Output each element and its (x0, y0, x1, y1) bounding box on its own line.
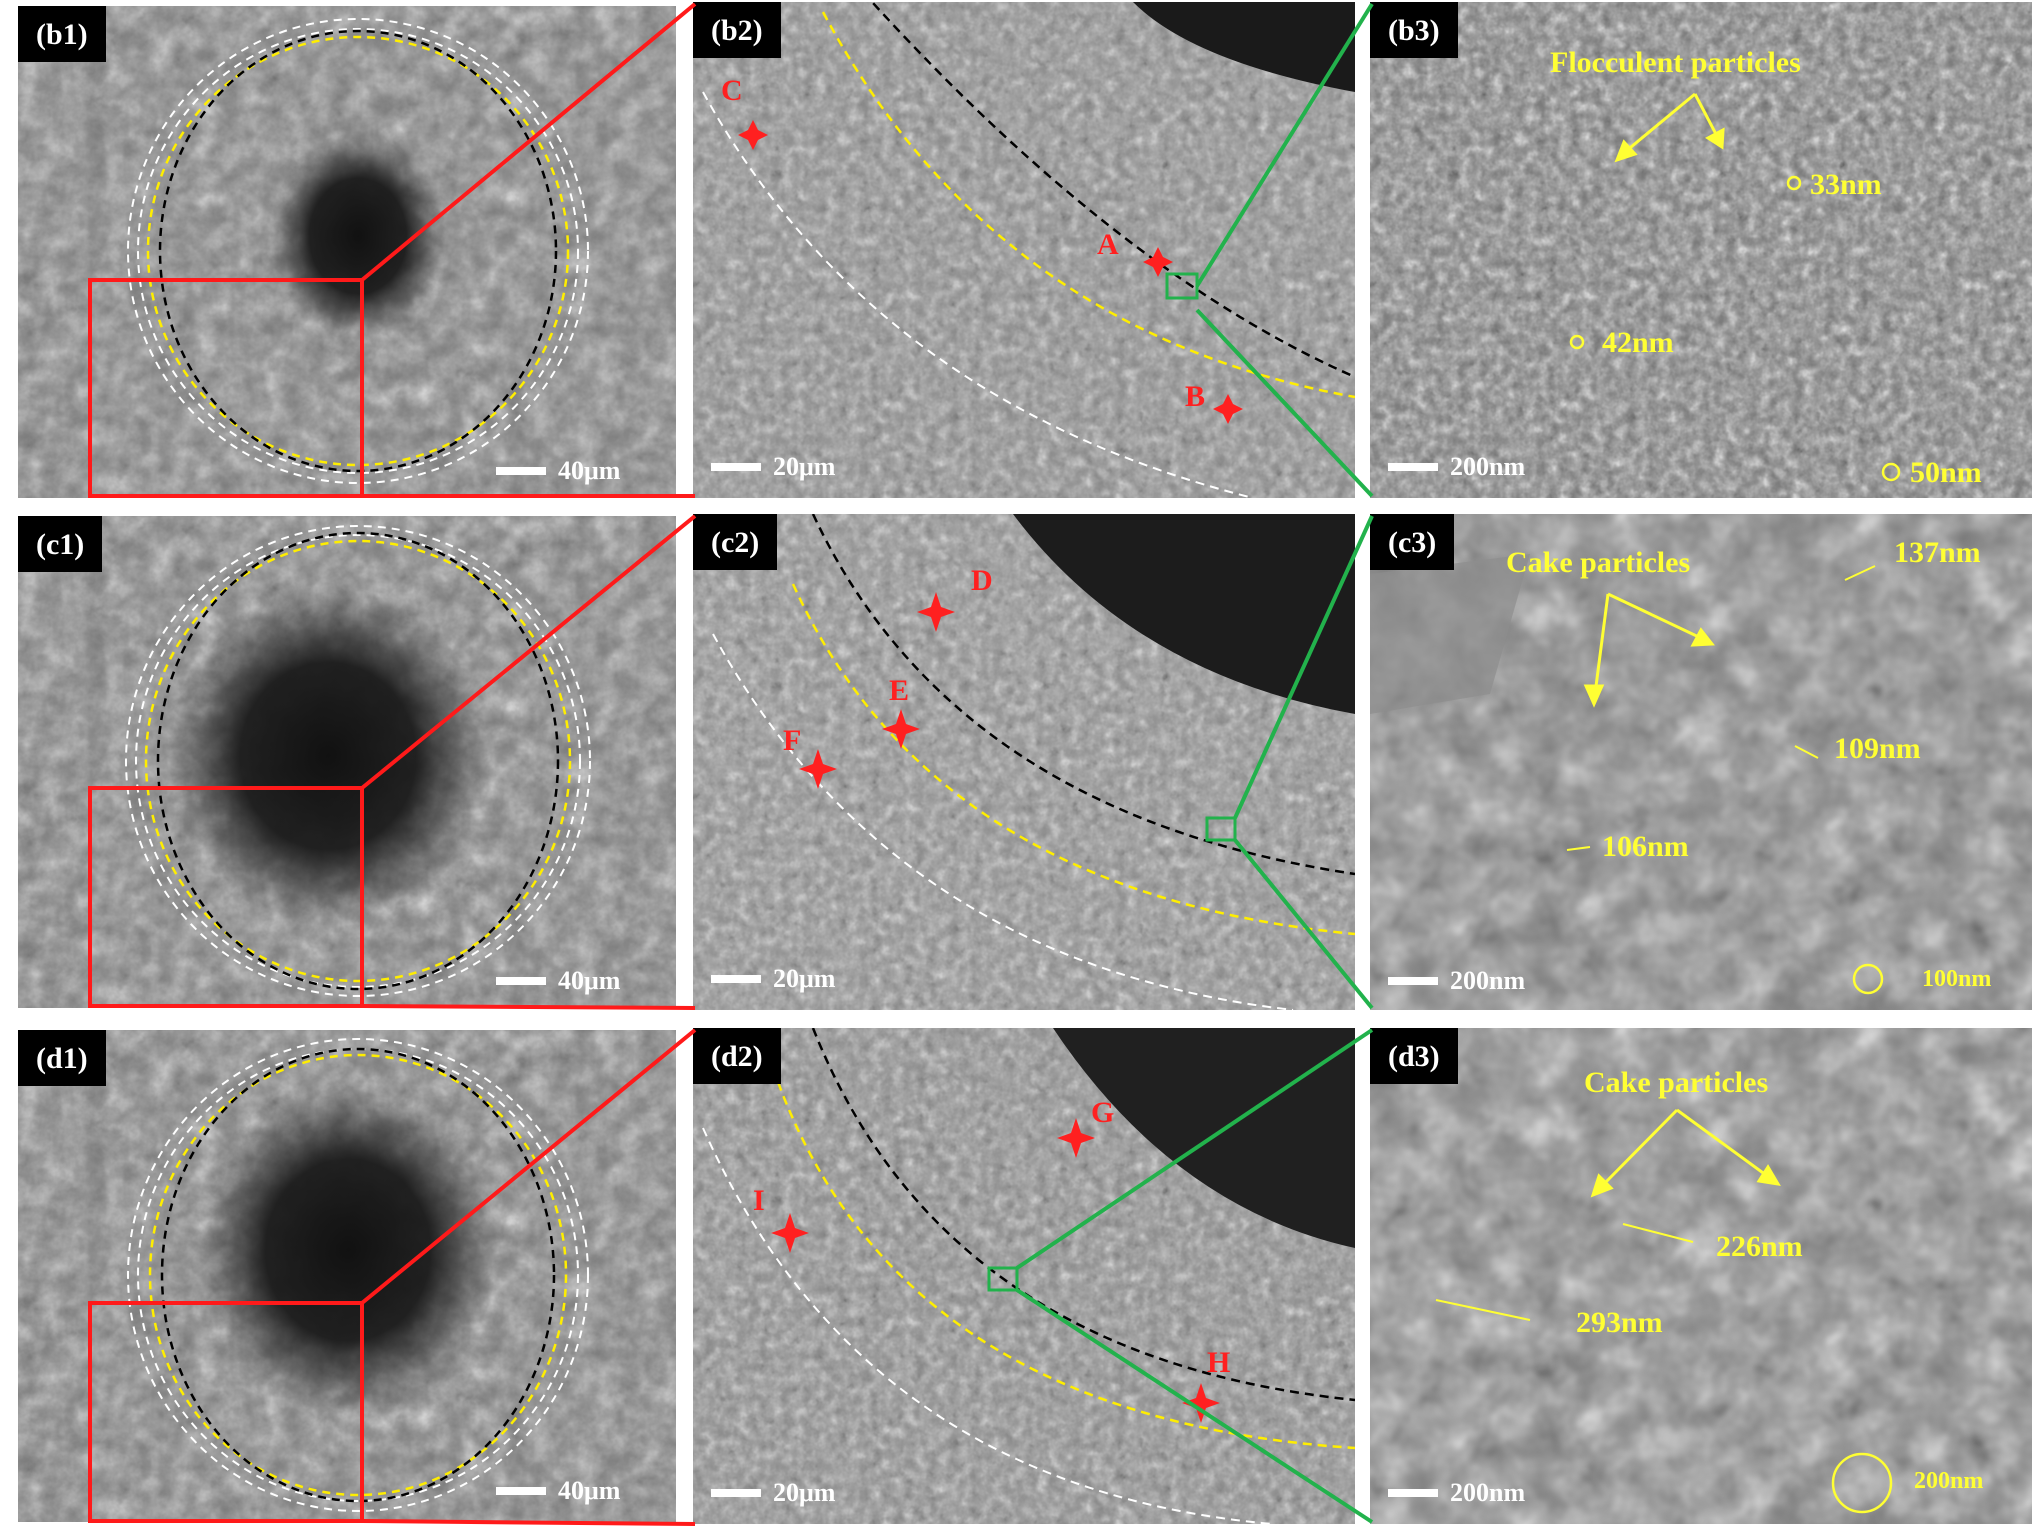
marker-label: D (971, 564, 993, 597)
sem-image-hole (18, 6, 676, 498)
scale-bar: 40μm (496, 1476, 620, 1506)
size-annotation: 226nm (1716, 1230, 1803, 1263)
sem-image-particles (1370, 1028, 2032, 1524)
scale-bar-label: 200nm (1450, 452, 1526, 481)
sem-image-particles (1370, 514, 2032, 1010)
sem-image-hole (18, 1030, 676, 1522)
panel-d2: (d2) G I H 20μm (693, 1028, 1355, 1524)
panel-label: (b2) (693, 2, 781, 58)
panel-label: (c1) (18, 516, 103, 572)
scale-bar-label: 20μm (773, 452, 836, 481)
marker-label: F (783, 724, 802, 757)
marker-label: B (1185, 380, 1206, 413)
scale-bar: 200nm (1388, 452, 1525, 482)
sem-image-hole (18, 516, 676, 1008)
reference-size: 50nm (1910, 456, 1982, 489)
reference-size: 200nm (1914, 1468, 1984, 1494)
marker-label: G (1091, 1096, 1115, 1129)
marker-label: A (1097, 228, 1119, 261)
marker-label: I (753, 1184, 765, 1217)
marker-label: E (889, 674, 910, 707)
panel-c3: (c3) Cake particles 137nm 109nm 106nm 10… (1370, 514, 2032, 1010)
panel-label: (b3) (1370, 2, 1458, 58)
panel-b3: (b3) Flocculent particles 33nm 42nm 50nm… (1370, 2, 2032, 498)
scale-bar: 40μm (496, 456, 620, 486)
sem-image-zoom (693, 514, 1355, 1010)
scale-bar: 20μm (711, 964, 835, 994)
panel-d1: (d1) 40μm (18, 1030, 676, 1522)
scale-bar-label: 40μm (558, 456, 621, 485)
scale-bar: 200nm (1388, 1478, 1525, 1508)
panel-label: (d2) (693, 1028, 781, 1084)
scale-bar-label: 20μm (773, 964, 836, 993)
panel-label: (c2) (693, 514, 778, 570)
panel-label: (b1) (18, 6, 106, 62)
size-annotation: 137nm (1894, 536, 1981, 569)
annotation-title: Cake particles (1584, 1066, 1769, 1099)
size-annotation: 109nm (1834, 732, 1921, 765)
scale-bar: 200nm (1388, 966, 1525, 996)
panel-b1: (b1) 40μm (18, 6, 676, 498)
scale-bar: 20μm (711, 452, 835, 482)
size-annotation: 33nm (1810, 168, 1882, 201)
panel-label: (c3) (1370, 514, 1455, 570)
scale-bar: 20μm (711, 1478, 835, 1508)
annotation-title: Flocculent particles (1550, 46, 1801, 79)
panel-c1: (c1) 40μm (18, 516, 676, 1008)
scale-bar-label: 200nm (1450, 966, 1526, 995)
size-annotation: 293nm (1576, 1306, 1663, 1339)
annotation-title: Cake particles (1506, 546, 1691, 579)
sem-image-particles (1370, 2, 2032, 498)
scale-bar-label: 40μm (558, 966, 621, 995)
sem-image-zoom (693, 2, 1355, 498)
panel-label: (d3) (1370, 1028, 1458, 1084)
scale-bar-label: 20μm (773, 1478, 836, 1507)
scale-bar-label: 40μm (558, 1476, 621, 1505)
reference-size: 100nm (1922, 966, 1992, 992)
marker-label: C (721, 74, 743, 107)
marker-label: H (1207, 1346, 1231, 1379)
panel-b2: (b2) C A B 20μm (693, 2, 1355, 498)
size-annotation: 42nm (1602, 326, 1674, 359)
sem-image-zoom (693, 1028, 1355, 1524)
panel-label: (d1) (18, 1030, 106, 1086)
panel-d3: (d3) Cake particles 226nm 293nm 200nm 20… (1370, 1028, 2032, 1524)
panel-c2: (c2) D E F 20μm (693, 514, 1355, 1010)
scale-bar: 40μm (496, 966, 620, 996)
size-annotation: 106nm (1602, 830, 1689, 863)
scale-bar-label: 200nm (1450, 1478, 1526, 1507)
